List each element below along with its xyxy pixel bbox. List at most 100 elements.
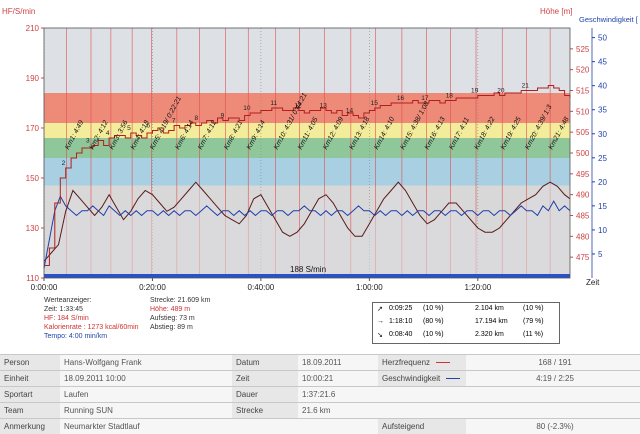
hr-zone-band (44, 138, 570, 158)
x-tick-label: 1:00:00 (356, 283, 383, 292)
strecke-label: Strecke (232, 402, 298, 419)
werte-title: Werteanzeiger: (44, 297, 92, 304)
hoehe-tick-label: 510 (576, 107, 590, 116)
hf-tick-label: 150 (26, 174, 40, 183)
einheit-label: Einheit (0, 370, 60, 387)
speed-tick-label: 45 (598, 58, 607, 67)
hf-split-number: 8 (194, 115, 198, 122)
hf-split-number: 15 (371, 100, 379, 107)
hf-split-number: 11 (270, 100, 277, 107)
strecke-value: 21.6 km (298, 402, 378, 419)
arrow-down-icon: ↘ (377, 332, 383, 339)
hr-zone-bands (44, 28, 570, 278)
hf-label: Herzfrequenz (378, 354, 466, 371)
speed-tick-label: 25 (598, 154, 607, 163)
hf-split-number: 9 (221, 113, 225, 120)
summary-pct: (11 %) (523, 331, 544, 338)
werte-aufstieg: Aufstieg: 73 m (150, 315, 195, 322)
x-axis-title: Zeit (586, 278, 600, 287)
hf-split-number: 16 (397, 95, 405, 102)
datum-label: Datum (232, 354, 298, 371)
werte-strecke: Strecke: 21.609 km (150, 297, 211, 304)
team-value: Running SUN (60, 402, 232, 419)
table-row: Anmerkung Neumarkter Stadtlauf Aufsteige… (0, 418, 640, 434)
hoehe-tick-label: 495 (576, 170, 590, 179)
zeit-label: Zeit (232, 370, 298, 387)
activity-chart: 110130150170190210HF/S/min47548048549049… (2, 7, 639, 292)
hf-split-number: 10 (243, 105, 251, 112)
x-tick-label: 0:00:00 (31, 283, 58, 292)
speed-tick-label: 50 (598, 34, 607, 43)
hoehe-tick-label: 520 (576, 66, 590, 75)
value-display: Werteanzeiger: Zeit: 1:33:45 HF: 184 S/m… (44, 296, 139, 341)
session-metadata-table: Person Hans-Wolfgang Frank Datum 18.09.2… (0, 354, 640, 434)
hr-zone-band (44, 93, 570, 123)
speed-tick-label: 20 (598, 178, 607, 187)
summary-dist: 2.320 km (475, 331, 504, 338)
hf-line (44, 85, 571, 266)
hoehe-tick-label: 500 (576, 149, 590, 158)
summary-dist: 17.194 km (475, 318, 508, 325)
dauer-value: 1:37:21.6 (298, 386, 378, 403)
anmerkung-value: Neumarkter Stadtlauf (60, 418, 232, 434)
werte-tempo: Tempo: 4:00 min/km (44, 333, 108, 340)
hf-tick-label: 130 (26, 224, 40, 233)
summary-dist: 2.104 km (475, 305, 504, 312)
speed-line (43, 195, 571, 269)
summary-time: 1:18:10 (389, 318, 413, 325)
hf-split-number: 7 (172, 118, 176, 125)
anmerkung-label: Anmerkung (0, 418, 60, 434)
hf-tick-label: 210 (26, 24, 40, 33)
table-row: Einheit 18.09.2011 10:00 Zeit 10:00:21 G… (0, 370, 640, 387)
datum-value: 18.09.2011 (298, 354, 378, 371)
dauer-label: Dauer (232, 386, 298, 403)
speed-value: 4:19 / 2:25 (466, 370, 640, 387)
speed-tick-label: 15 (598, 202, 607, 211)
cadence-bar (44, 274, 570, 278)
hf-split-number: 12 (294, 103, 302, 110)
sportart-value: Laufen (60, 386, 232, 403)
werte-abstieg: Abstieg: 89 m (150, 324, 193, 331)
speed-tick-label: 10 (598, 226, 607, 235)
x-tick-label: 0:40:00 (248, 283, 275, 292)
table-row: Team Running SUN Strecke 21.6 km (0, 402, 640, 419)
hoehe-tick-label: 515 (576, 87, 590, 96)
person-value: Hans-Wolfgang Frank (60, 354, 232, 371)
speed-tick-label: 35 (598, 106, 607, 115)
summary-pct: (10 %) (423, 331, 444, 338)
hf-value: 168 / 191 (466, 354, 640, 371)
werte-kalorien: Kalorienrate : 1273 kcal/60min (44, 324, 139, 331)
hf-tick-label: 110 (26, 274, 39, 283)
hoehe-line (43, 181, 571, 262)
axes: 110130150170190210HF/S/min47548048549049… (2, 7, 639, 292)
value-display-2: Strecke: 21.609 km Höhe: 489 m Aufstieg:… (150, 296, 210, 332)
cadence-label: 188 S/min (290, 265, 326, 274)
speed-label: Geschwindigkeit (378, 370, 466, 387)
speed-tick-label: 30 (598, 130, 607, 139)
hf-split-number: 6 (147, 123, 151, 130)
hf-split-number: 21 (522, 83, 530, 90)
x-tick-label: 0:20:00 (139, 283, 166, 292)
elevation-summary-box: ↗ 0:09:25 (10 %) 2.104 km (10 %) → 1:18:… (372, 302, 560, 344)
speed-legend-line (446, 378, 461, 380)
hr-zone-band (44, 123, 570, 138)
werte-hoehe: Höhe: 489 m (150, 306, 191, 313)
hf-split-number: 3 (86, 138, 90, 145)
hoehe-tick-label: 485 (576, 212, 590, 221)
speed-axis-title: Geschwindigkeit [ (579, 15, 639, 24)
data-series (43, 85, 571, 278)
hr-zone-band (44, 28, 570, 93)
arrow-up-icon: ↗ (377, 306, 383, 313)
arrow-right-icon: → (377, 318, 384, 325)
werte-hf: HF: 184 S/min (44, 315, 89, 322)
hf-axis-title: HF/S/min (2, 7, 35, 16)
hf-split-number: 2 (62, 160, 66, 167)
x-tick-label: 1:20:00 (464, 283, 491, 292)
einheit-value: 18.09.2011 10:00 (60, 370, 232, 387)
hf-split-number: 14 (346, 108, 354, 115)
hoehe-tick-label: 525 (576, 45, 590, 54)
hf-split-number: 17 (421, 95, 429, 102)
person-label: Person (0, 354, 60, 371)
hf-split-number: 19 (471, 88, 479, 95)
hf-split-number: 20 (497, 88, 505, 95)
